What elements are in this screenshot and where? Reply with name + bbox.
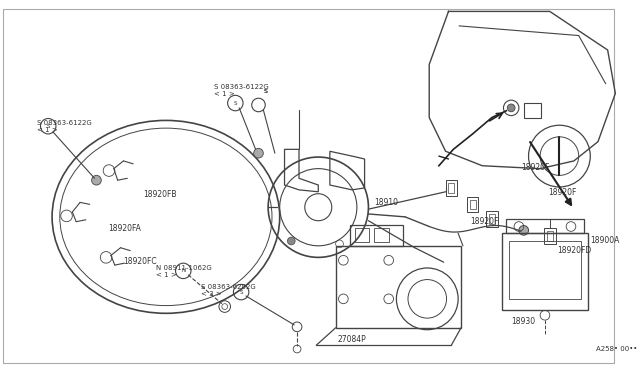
Text: S: S [239, 289, 243, 295]
Bar [502, 233, 588, 310]
Text: 18930: 18930 [511, 317, 535, 326]
Text: 18920F: 18920F [548, 188, 576, 197]
Text: 18920F: 18920F [521, 163, 549, 172]
Bar [524, 103, 541, 119]
Text: S: S [47, 124, 50, 129]
Text: S: S [263, 89, 267, 94]
Circle shape [287, 237, 295, 245]
Bar [506, 219, 584, 233]
Bar [350, 225, 403, 246]
Text: 18900A: 18900A [590, 236, 620, 245]
Circle shape [253, 148, 263, 158]
Text: 27084P: 27084P [337, 334, 366, 343]
Text: N: N [181, 268, 186, 273]
Bar [445, 180, 457, 196]
Bar [355, 228, 369, 242]
Text: S 08363-6122G
< 1 >: S 08363-6122G < 1 > [36, 121, 92, 134]
Bar [449, 183, 454, 193]
Text: S 08363-6202G
< 3 >: S 08363-6202G < 3 > [200, 284, 255, 297]
Bar [509, 241, 580, 299]
Text: 18920FB: 18920FB [143, 190, 176, 199]
Bar [544, 228, 556, 244]
Circle shape [519, 225, 529, 235]
Text: 18910: 18910 [374, 198, 398, 206]
Bar [470, 199, 476, 209]
Bar [335, 246, 461, 328]
Bar [374, 228, 388, 242]
Text: 18920F: 18920F [470, 217, 499, 226]
Text: S 08363-6122G
< 1 >: S 08363-6122G < 1 > [214, 84, 269, 97]
Bar [467, 197, 478, 212]
Text: S: S [234, 100, 237, 106]
Bar [547, 231, 553, 241]
Bar [486, 211, 498, 227]
Bar [489, 214, 495, 224]
Text: 18920FA: 18920FA [108, 224, 141, 232]
Text: 18920FC: 18920FC [124, 257, 157, 266]
Text: N 08911-1062G
< 1 >: N 08911-1062G < 1 > [156, 265, 212, 278]
Text: S: S [263, 89, 267, 94]
Circle shape [92, 175, 101, 185]
Text: A258• 00••: A258• 00•• [596, 346, 637, 352]
Circle shape [508, 104, 515, 112]
Text: 18920FD: 18920FD [557, 246, 592, 255]
